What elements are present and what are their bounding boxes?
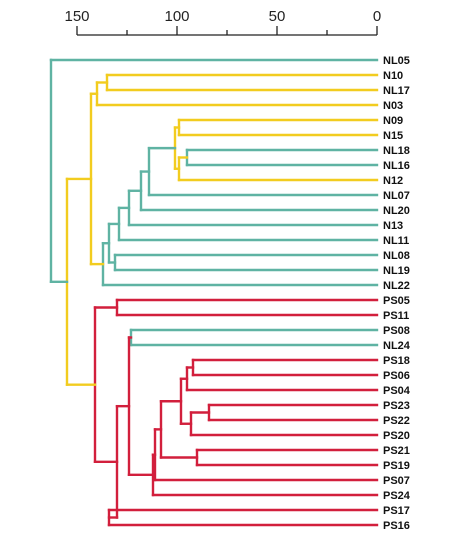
- leaf-label-n03: N03: [383, 100, 403, 112]
- leaf-label-ps22: PS22: [383, 415, 410, 427]
- leaf-label-nl20: NL20: [383, 205, 410, 217]
- leaf-label-ps07: PS07: [383, 475, 410, 487]
- leaf-label-ps08: PS08: [383, 325, 410, 337]
- leaf-label-ps21: PS21: [383, 445, 410, 457]
- leaf-label-nl05: NL05: [383, 55, 410, 67]
- leaf-label-nl24: NL24: [383, 340, 411, 352]
- leaf-label-nl08: NL08: [383, 250, 410, 262]
- leaf-label-ps18: PS18: [383, 355, 410, 367]
- leaf-label-n13: N13: [383, 220, 403, 232]
- leaf-label-ps23: PS23: [383, 400, 410, 412]
- dendrogram-branches: [49, 58, 379, 527]
- leaf-label-ps19: PS19: [383, 460, 410, 472]
- axis-tick-label: 50: [269, 8, 286, 25]
- leaf-label-ps11: PS11: [383, 310, 409, 322]
- leaf-label-ps04: PS04: [383, 385, 411, 397]
- leaf-label-n09: N09: [383, 115, 403, 127]
- leaf-label-ps05: PS05: [383, 295, 410, 307]
- leaf-label-ps17: PS17: [383, 505, 410, 517]
- leaf-label-nl11: NL11: [383, 235, 409, 247]
- leaf-label-ps24: PS24: [383, 490, 411, 502]
- leaf-label-nl16: NL16: [383, 160, 410, 172]
- axis-tick-label: 0: [373, 8, 381, 25]
- leaf-labels: NL05 N10 NL17 N03 N09 N15 NL18 NL16 N12 NL07 NL20 N…: [383, 55, 411, 532]
- leaf-label-n15: N15: [383, 130, 403, 142]
- leaf-label-nl22: NL22: [383, 280, 410, 292]
- leaf-label-nl07: NL07: [383, 190, 410, 202]
- axis-tick-label: 100: [164, 8, 189, 25]
- leaf-label-nl18: NL18: [383, 145, 410, 157]
- axis-tick-label: 150: [64, 8, 89, 25]
- leaf-label-ps06: PS06: [383, 370, 410, 382]
- leaf-label-ps16: PS16: [383, 520, 410, 532]
- leaf-label-n10: N10: [383, 70, 403, 82]
- distance-axis: 150 100 50 0: [64, 8, 381, 36]
- leaf-label-ps20: PS20: [383, 430, 410, 442]
- leaf-label-nl19: NL19: [383, 265, 410, 277]
- leaf-label-n12: N12: [383, 175, 403, 187]
- leaf-label-nl17: NL17: [383, 85, 410, 97]
